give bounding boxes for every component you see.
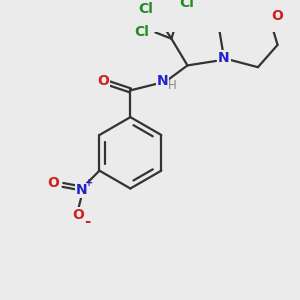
- Text: O: O: [47, 176, 59, 190]
- Text: N: N: [76, 183, 88, 197]
- Text: +: +: [85, 178, 93, 188]
- Text: O: O: [97, 74, 109, 88]
- Text: H: H: [168, 80, 177, 92]
- Text: N: N: [218, 51, 230, 65]
- Text: O: O: [272, 9, 284, 23]
- Text: O: O: [72, 208, 84, 222]
- Text: Cl: Cl: [179, 0, 194, 10]
- Text: -: -: [84, 214, 90, 229]
- Text: Cl: Cl: [134, 25, 149, 38]
- Text: Cl: Cl: [138, 2, 153, 16]
- Text: N: N: [157, 74, 168, 88]
